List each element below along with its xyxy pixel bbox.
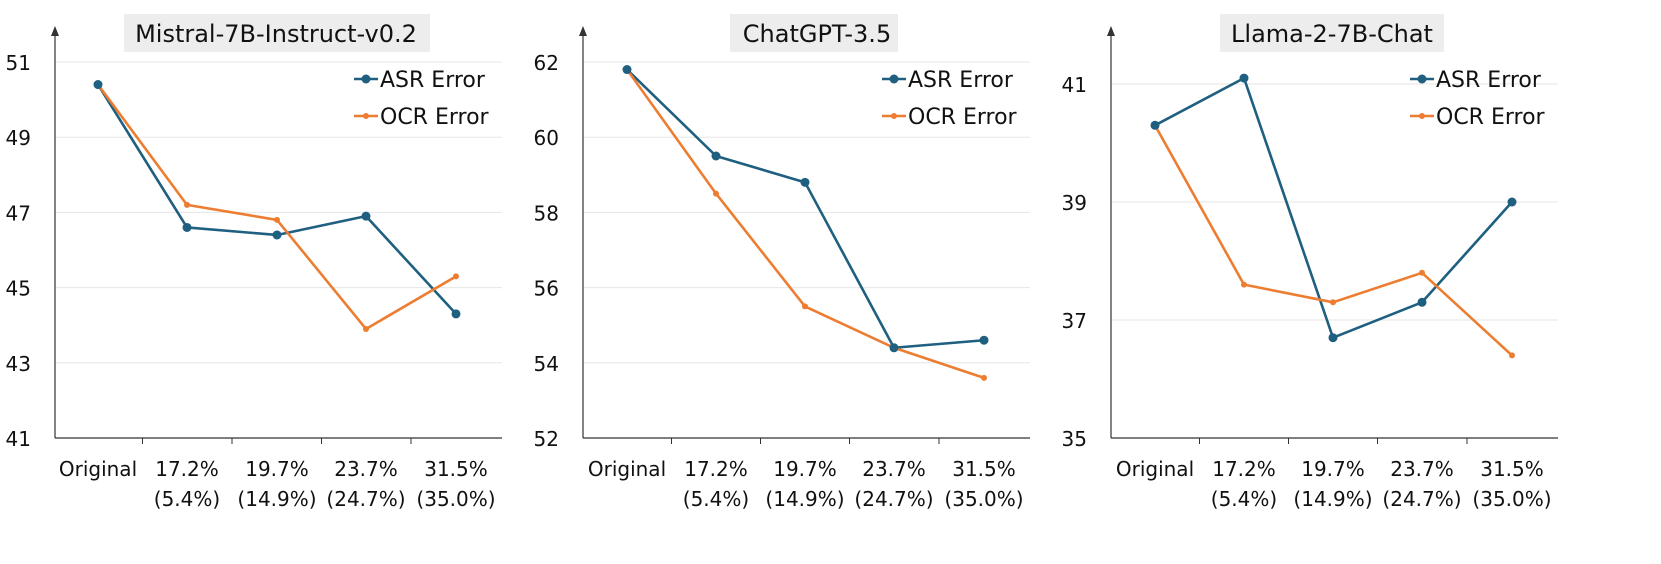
- y-tick-label: 52: [534, 427, 559, 451]
- y-tick-label: 43: [6, 352, 31, 376]
- series-line-ocr: [1153, 124, 1513, 357]
- y-axis-arrow: [1107, 26, 1115, 36]
- data-point-asr: [93, 80, 103, 90]
- y-tick-label: 35: [1062, 427, 1087, 451]
- x-tick-label: 17.2% (5.4%): [154, 457, 220, 511]
- data-point-ocr: [274, 216, 280, 223]
- data-point-ocr: [1419, 269, 1425, 276]
- y-tick-label: 39: [1062, 191, 1087, 215]
- y-tick-label: 41: [1062, 73, 1087, 97]
- chart-title-background: [1220, 14, 1444, 52]
- legend-marker: [1419, 113, 1425, 119]
- y-tick-label: 41: [6, 427, 31, 451]
- legend-label: ASR Error: [908, 68, 1014, 93]
- x-tick-label: Original: [59, 457, 137, 481]
- data-point-ocr: [802, 303, 808, 310]
- y-tick-label: 51: [6, 51, 31, 75]
- y-tick-label: 45: [6, 277, 31, 301]
- data-point-asr: [1417, 297, 1427, 307]
- x-tick-label: 19.7% (14.9%): [237, 457, 316, 511]
- y-axis-arrow: [579, 26, 587, 36]
- data-point-asr: [622, 65, 632, 75]
- data-point-asr: [272, 230, 282, 240]
- x-tick-label: 31.5% (35.0%): [1472, 457, 1551, 511]
- chart-title: Llama-2-7B-Chat: [1231, 20, 1433, 48]
- legend-label: OCR Error: [1436, 105, 1546, 130]
- x-tick-label: 31.5% (35.0%): [944, 457, 1023, 511]
- y-axis-arrow: [51, 26, 59, 36]
- data-point-ocr: [1330, 299, 1336, 306]
- y-tick-label: 62: [534, 51, 559, 75]
- y-tick-label: 37: [1062, 309, 1087, 333]
- data-point-asr: [361, 211, 371, 221]
- x-tick-label: 23.7% (24.7%): [326, 457, 405, 511]
- data-point-ocr: [981, 374, 987, 381]
- data-point-asr: [182, 222, 192, 232]
- data-point-ocr: [1509, 352, 1515, 359]
- data-point-asr: [1239, 73, 1249, 83]
- chart-title-background: [124, 14, 430, 52]
- data-point-ocr: [453, 273, 459, 280]
- y-tick-label: 56: [534, 277, 559, 301]
- x-tick-label: Original: [1116, 457, 1194, 481]
- legend-marker: [1417, 74, 1427, 84]
- data-point-asr: [1150, 120, 1160, 130]
- x-tick-label: 19.7% (14.9%): [765, 457, 844, 511]
- chart-panel-3: 35 37 39 41 Original 17.2% (5.4%) 19.7% (14.9%)2…: [1062, 14, 1558, 511]
- data-point-ocr: [713, 190, 719, 197]
- x-tick-label: Original: [588, 457, 666, 481]
- legend-marker: [889, 74, 899, 84]
- data-point-ocr: [184, 201, 190, 208]
- y-tick-label: 54: [534, 352, 559, 376]
- data-point-asr: [1507, 197, 1517, 207]
- chart-title-background: [730, 14, 898, 52]
- data-point-asr: [711, 151, 721, 161]
- legend-marker: [363, 113, 369, 119]
- chart-panel-2: 52 54 56 58 60 62 Original 17.2% (5.4%) 19.7% (14.…: [534, 14, 1030, 511]
- data-point-ocr: [363, 325, 369, 332]
- legend-label: OCR Error: [908, 105, 1018, 130]
- data-point-asr: [979, 335, 989, 345]
- chart-title: Mistral-7B-Instruct-v0.2: [135, 20, 417, 48]
- data-point-asr: [889, 343, 899, 353]
- legend-label: ASR Error: [1436, 68, 1542, 93]
- x-tick-label: 17.2% (5.4%): [683, 457, 749, 511]
- data-point-asr: [1328, 333, 1338, 343]
- x-tick-label: 23.7% (24.7%): [1382, 457, 1461, 511]
- legend-label: ASR Error: [380, 68, 486, 93]
- chart-title: ChatGPT-3.5: [743, 20, 891, 48]
- x-tick-label: 31.5% (35.0%): [416, 457, 495, 511]
- x-tick-label: 17.2% (5.4%): [1211, 457, 1277, 511]
- data-point-ocr: [1241, 281, 1247, 288]
- data-point-asr: [800, 177, 810, 187]
- y-tick-label: 47: [6, 201, 31, 225]
- x-tick-label: 19.7% (14.9%): [1293, 457, 1372, 511]
- y-tick-label: 49: [6, 126, 31, 150]
- chart-panel-1: 41 43 45 47 49 51 Original 17.2% (5.4%) 19.7% (14.…: [6, 14, 502, 511]
- legend-label: OCR Error: [380, 105, 490, 130]
- legend-marker: [361, 74, 371, 84]
- y-tick-label: 60: [534, 126, 559, 150]
- y-tick-label: 58: [534, 201, 559, 225]
- data-point-asr: [451, 309, 461, 319]
- legend-marker: [891, 113, 897, 119]
- x-tick-label: 23.7% (24.7%): [854, 457, 933, 511]
